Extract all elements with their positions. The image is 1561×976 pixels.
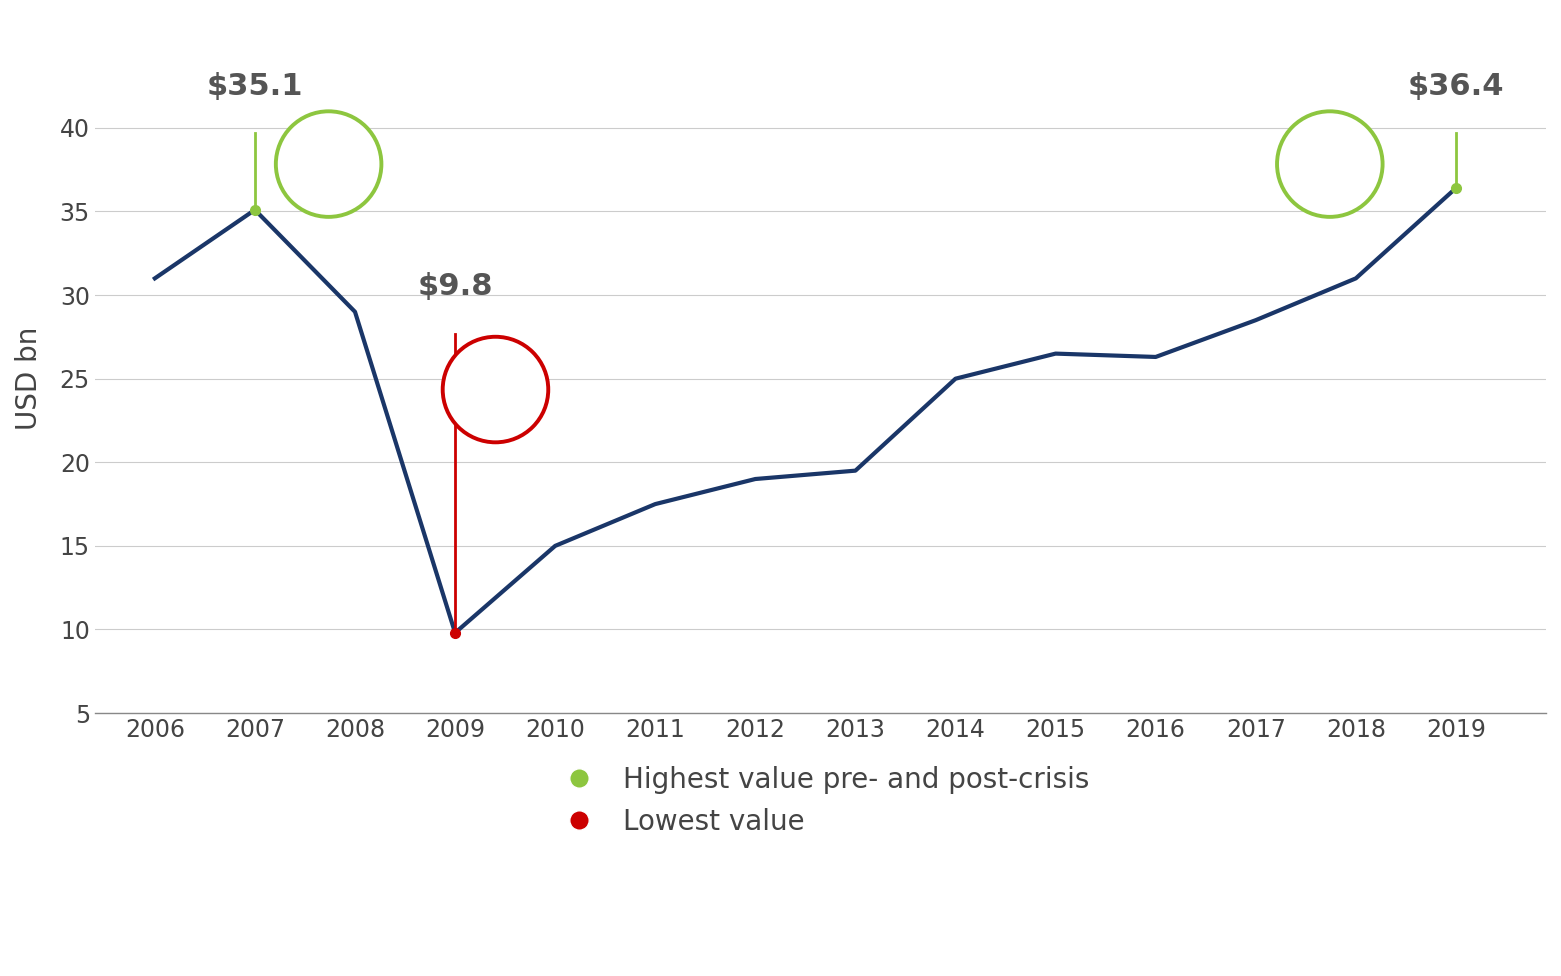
Text: $36.4: $36.4 [1408, 71, 1505, 101]
Text: $9.8: $9.8 [417, 272, 493, 302]
Y-axis label: USD bn: USD bn [16, 327, 44, 430]
Legend: Highest value pre- and post-crisis, Lowest value: Highest value pre- and post-crisis, Lowe… [540, 754, 1101, 847]
Text: $35.1: $35.1 [206, 71, 303, 101]
